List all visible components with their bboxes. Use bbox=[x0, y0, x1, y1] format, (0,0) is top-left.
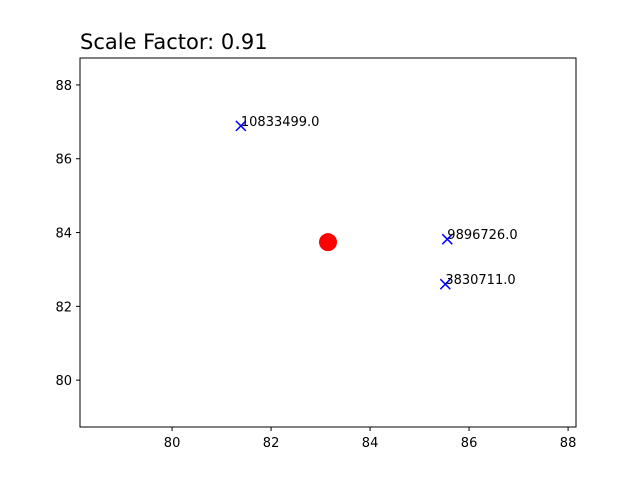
x-tick-label: 86 bbox=[461, 436, 478, 451]
x-marker bbox=[439, 278, 451, 290]
center-point bbox=[319, 233, 337, 252]
x-tick-label: 84 bbox=[362, 436, 379, 451]
y-tick-label: 80 bbox=[55, 374, 72, 389]
x-marker bbox=[441, 233, 453, 245]
x-tick-label: 82 bbox=[263, 436, 280, 451]
y-tick-label: 86 bbox=[55, 153, 72, 168]
y-tick-label: 88 bbox=[55, 79, 72, 94]
y-tick-label: 84 bbox=[55, 227, 72, 242]
x-tick-label: 80 bbox=[164, 436, 181, 451]
x-tick-label: 88 bbox=[560, 436, 577, 451]
point-label: 9896726.0 bbox=[447, 228, 517, 243]
plot-frame bbox=[79, 57, 577, 428]
x-marker bbox=[235, 120, 247, 132]
chart-title: Scale Factor: 0.91 bbox=[80, 30, 268, 54]
point-label: 10833499.0 bbox=[241, 115, 320, 130]
point-label: 3830711.0 bbox=[445, 273, 515, 288]
y-tick-label: 82 bbox=[55, 300, 72, 315]
